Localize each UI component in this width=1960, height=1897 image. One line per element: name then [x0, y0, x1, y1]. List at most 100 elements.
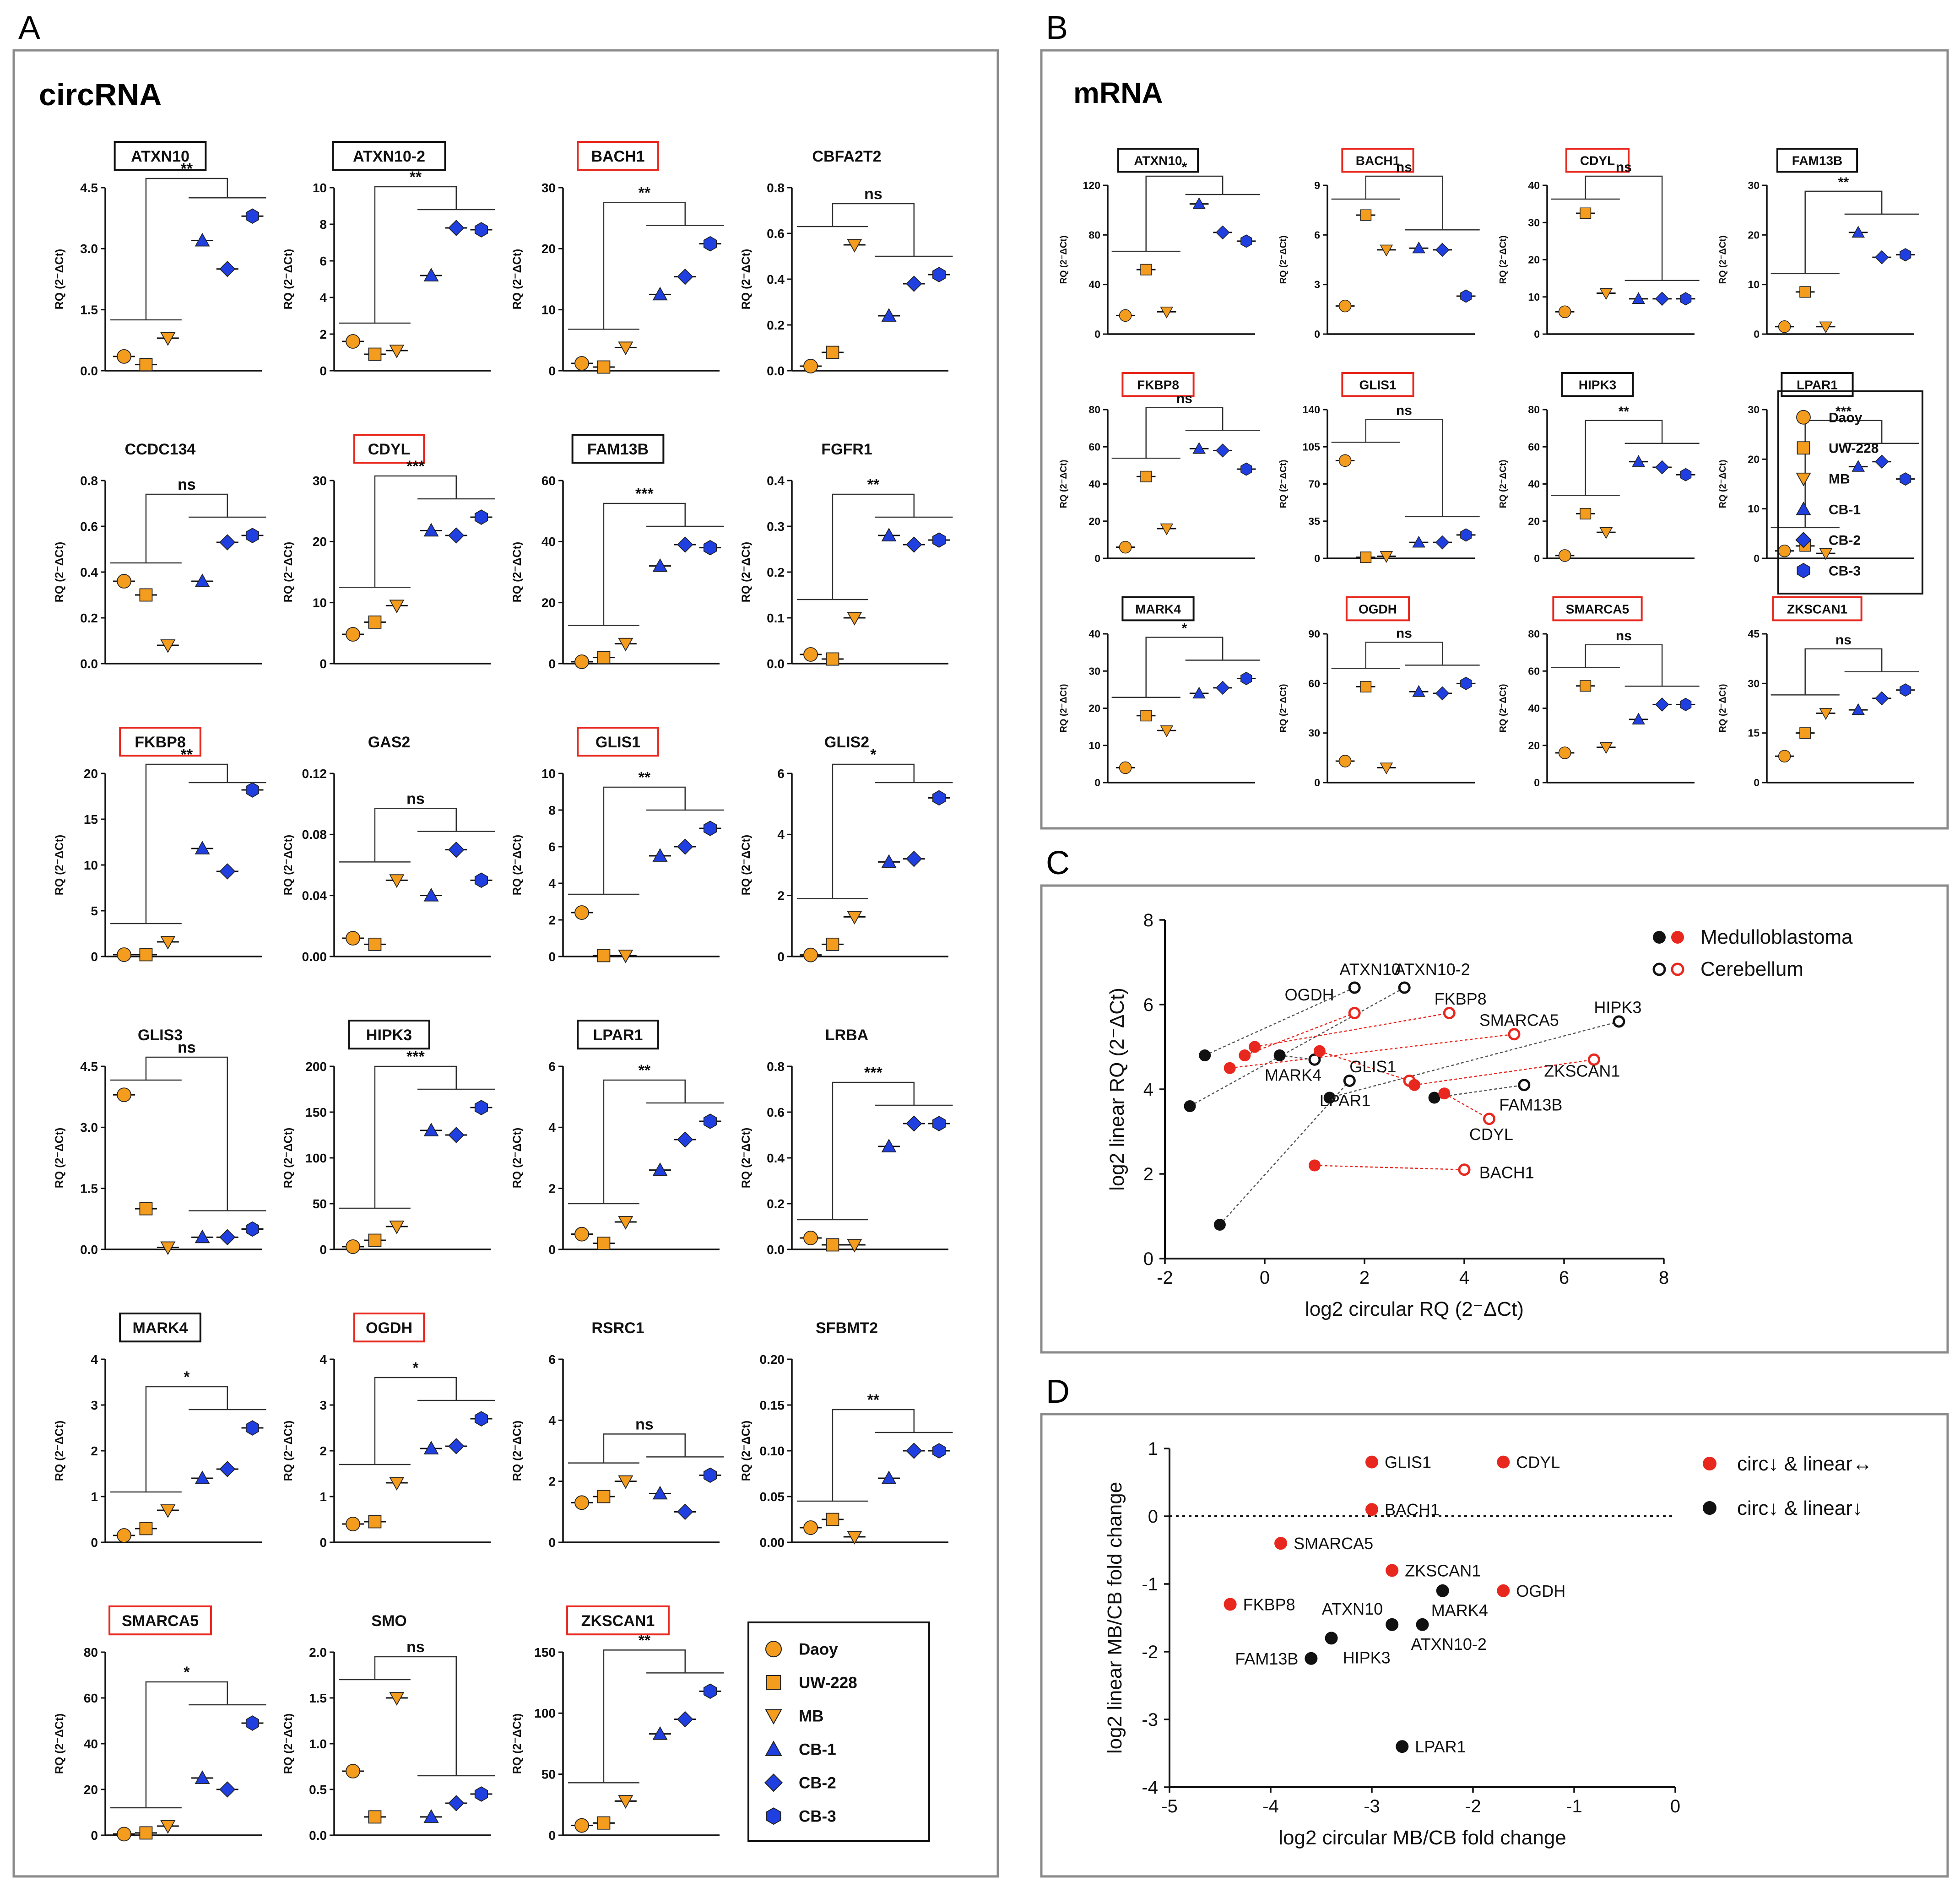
y-tick-label: 40 [1528, 703, 1540, 714]
point-mb [618, 638, 633, 652]
title-box [577, 1020, 659, 1050]
mrna-plots: ATXN10 0 40 80 120 RQ (2⁻ΔCt) * BACH1 0 3 6 9 RQ (2⁻… [1059, 148, 1919, 789]
y-tick-label: 2 [548, 913, 556, 927]
point-daoy [117, 574, 131, 589]
plot-sfbmt2: SFBMT2 0.00 0.05 0.10 0.15 0.20 RQ (2⁻ΔCt) ** [740, 1319, 953, 1550]
bracket-link [1804, 190, 1883, 274]
y-axis-label: RQ (2⁻ΔCt) [53, 249, 66, 310]
point-daoy [117, 1827, 131, 1842]
d-gene-label-glis1: GLIS1 [1385, 1453, 1431, 1472]
y-axis-label: RQ (2⁻ΔCt) [1498, 235, 1508, 284]
plot-title: CDYL [368, 441, 411, 458]
point-daoy [346, 334, 360, 349]
point-uw-228 [1799, 727, 1811, 739]
plot-mark4: MARK4 0 10 20 30 40 RQ (2⁻ΔCt) * [1059, 596, 1260, 789]
point-uw-228 [1140, 264, 1152, 276]
plot-lpar1: LPAR1 0 10 20 30 RQ (2⁻ΔCt) *** [1718, 372, 1919, 564]
y-tick-label: 0 [1754, 328, 1760, 340]
significance-label: * [184, 1664, 190, 1681]
significance-label: ** [1619, 404, 1630, 419]
d-legend-black-label: circ↓ & linear↓ [1737, 1497, 1863, 1519]
point-cb-2 [219, 534, 236, 551]
mb-point-ogdh [1239, 1049, 1251, 1061]
c-x-tick-label: 4 [1459, 1268, 1469, 1288]
y-tick-label: 1.5 [80, 1181, 98, 1195]
point-cb-3 [474, 509, 488, 525]
panel-a-letter: A [18, 10, 40, 46]
y-tick-label: 60 [1528, 441, 1540, 453]
point-cb-1 [881, 308, 897, 322]
point-cb-3 [245, 1715, 259, 1731]
point-cb-2 [905, 850, 922, 867]
y-tick-label: 0 [548, 950, 556, 964]
point-cb-2 [448, 1438, 465, 1454]
y-tick-label: 0.6 [767, 1105, 785, 1119]
point-cb-1 [423, 523, 439, 537]
y-tick-label: 0.8 [767, 1059, 785, 1074]
y-tick-label: 0.1 [767, 611, 785, 625]
y-tick-label: 0 [548, 1828, 556, 1843]
bracket-link [603, 503, 686, 626]
bracket-link [1145, 637, 1224, 697]
plot-title: BACH1 [1356, 154, 1400, 168]
c-legend-cb-red [1671, 962, 1684, 976]
y-tick-label: 0.20 [760, 1352, 785, 1367]
significance-label: *** [635, 485, 654, 503]
d-gene-label-fkbp8: FKBP8 [1243, 1595, 1295, 1614]
y-tick-label: 0 [1534, 777, 1540, 789]
c-gene-label-ogdh: OGDH [1285, 985, 1334, 1004]
bracket-link [374, 808, 457, 862]
significance-label: ns [1396, 403, 1412, 418]
bracket-link [1145, 175, 1224, 252]
bracket-link [1804, 648, 1883, 695]
y-tick-label: 0 [319, 1535, 327, 1550]
c-gene-label-fam13b: FAM13B [1499, 1095, 1562, 1114]
c-x-tick-label: 0 [1260, 1268, 1270, 1288]
d-point-mark4 [1436, 1584, 1449, 1597]
c-gene-label-hipk3: HIPK3 [1594, 998, 1641, 1017]
title-box [1565, 148, 1630, 173]
c-gene-label-atxn10-2: ATXN10-2 [1394, 960, 1470, 978]
point-cb-1 [1852, 459, 1865, 472]
point-daoy [346, 931, 360, 946]
legend-label-cb-3: CB-3 [799, 1808, 836, 1826]
d-legend-black-marker [1703, 1501, 1716, 1515]
y-tick-label: 40 [1088, 628, 1100, 640]
point-uw-228 [139, 948, 153, 962]
point-mb [1599, 288, 1613, 300]
legend-marker-cb-2 [1795, 531, 1812, 548]
plot-fam13b: FAM13B 0 10 20 30 RQ (2⁻ΔCt) ** [1718, 148, 1919, 340]
y-tick-label: 80 [84, 1645, 98, 1659]
point-cb-3 [1240, 671, 1252, 686]
point-mb [847, 239, 862, 253]
title-box [108, 1605, 212, 1636]
y-tick-label: 0.04 [302, 888, 327, 903]
d-y-tick-label: -2 [1142, 1642, 1158, 1662]
title-box [577, 727, 659, 757]
point-cb-2 [677, 536, 693, 553]
legend-box [747, 1621, 930, 1842]
d-point-zkscan1 [1386, 1564, 1399, 1577]
point-cb-3 [703, 540, 717, 556]
bracket-link [1145, 407, 1224, 459]
panel-a-heading: circRNA [39, 77, 162, 112]
pair-link-atxn10 [1204, 987, 1355, 1056]
y-tick-label: 70 [1308, 478, 1320, 490]
y-axis-label: RQ (2⁻ΔCt) [740, 1421, 753, 1481]
plot-title: RSRC1 [591, 1319, 644, 1337]
y-tick-label: 0.2 [80, 611, 98, 625]
plot-title: ZKSCAN1 [1787, 602, 1847, 616]
y-tick-label: 80 [1528, 628, 1540, 640]
y-tick-label: 50 [541, 1767, 556, 1781]
point-uw-228 [139, 358, 153, 372]
point-cb-3 [1240, 234, 1252, 248]
legend-marker-daoy [1796, 410, 1811, 425]
bracket-link [374, 1377, 457, 1465]
significance-label: ** [410, 168, 422, 186]
c-y-tick-label: 4 [1143, 1080, 1153, 1100]
title-box [332, 141, 446, 171]
point-uw-228 [597, 949, 611, 962]
title-box [1781, 372, 1854, 397]
y-tick-label: 20 [1088, 515, 1100, 527]
